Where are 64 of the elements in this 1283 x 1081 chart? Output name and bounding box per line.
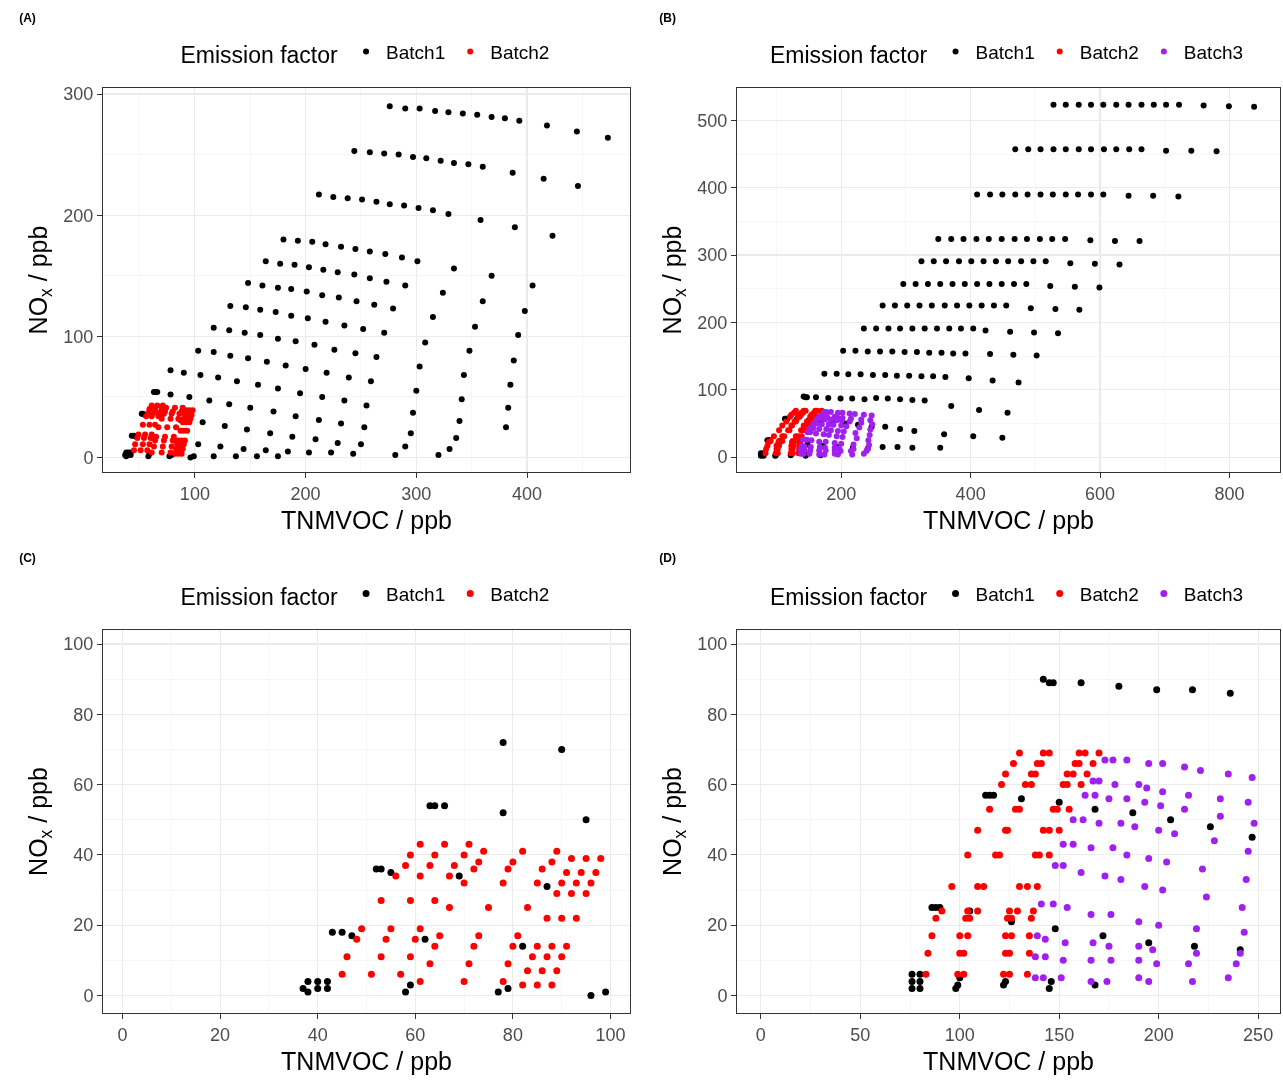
legend-label: Batch1 bbox=[386, 41, 446, 63]
chart-title: (A) bbox=[19, 10, 36, 25]
chart-title: (B) bbox=[659, 10, 676, 25]
x-tick-label: 800 bbox=[1214, 483, 1245, 504]
y-tick-label: 40 bbox=[707, 845, 728, 866]
x-tick-label: 100 bbox=[944, 1024, 975, 1045]
y-tick-label: 400 bbox=[697, 178, 728, 199]
y-tick-label: 200 bbox=[63, 205, 94, 226]
y-tick-label: 80 bbox=[73, 704, 94, 725]
x-tick-label: 0 bbox=[117, 1024, 128, 1045]
y-tick-label: 20 bbox=[73, 915, 94, 936]
legend-title: Emission factor bbox=[180, 583, 339, 610]
y-tick-label: 80 bbox=[707, 704, 728, 725]
x-tick-label: 300 bbox=[401, 483, 432, 504]
legend-label: Batch1 bbox=[386, 583, 446, 605]
x-tick-label: 60 bbox=[405, 1024, 426, 1045]
x-tick-label: 80 bbox=[502, 1024, 523, 1045]
y-tick-label: 60 bbox=[73, 774, 94, 795]
y-tick-label: 60 bbox=[707, 774, 728, 795]
chart-title: (D) bbox=[659, 550, 676, 565]
legend-title: Emission factor bbox=[770, 41, 928, 68]
y-tick-label: 500 bbox=[697, 110, 728, 131]
y-tick-label: 20 bbox=[707, 915, 728, 936]
x-axis-title: TNMVOC / ppb bbox=[281, 505, 452, 534]
x-tick-label: 400 bbox=[955, 483, 986, 504]
legend-title: Emission factor bbox=[180, 41, 339, 68]
legend-label: Batch1 bbox=[975, 41, 1035, 63]
y-tick-label: 0 bbox=[717, 447, 728, 468]
y-tick-label: 100 bbox=[697, 380, 728, 401]
y-tick-label: 40 bbox=[73, 845, 94, 866]
x-tick-label: 400 bbox=[512, 483, 543, 504]
legend-label: Batch2 bbox=[490, 41, 550, 63]
x-tick-label: 600 bbox=[1085, 483, 1116, 504]
x-tick-label: 200 bbox=[826, 483, 857, 504]
x-axis-title: TNMVOC / ppb bbox=[923, 505, 1094, 534]
x-axis-title: TNMVOC / ppb bbox=[281, 1046, 452, 1075]
x-tick-label: 200 bbox=[290, 483, 321, 504]
x-tick-label: 40 bbox=[307, 1024, 328, 1045]
x-tick-label: 100 bbox=[179, 483, 210, 504]
legend-label: Batch2 bbox=[1079, 583, 1139, 605]
y-tick-label: 300 bbox=[63, 84, 94, 105]
legend-title: Emission factor bbox=[770, 583, 928, 610]
legend-label: Batch3 bbox=[1183, 583, 1244, 605]
y-tick-label: 0 bbox=[83, 447, 94, 468]
y-tick-label: 0 bbox=[717, 985, 728, 1006]
x-tick-label: 20 bbox=[210, 1024, 231, 1045]
legend-label: Batch2 bbox=[490, 583, 550, 605]
x-tick-label: 150 bbox=[1044, 1024, 1075, 1045]
legend-label: Batch2 bbox=[1079, 41, 1139, 63]
y-tick-label: 200 bbox=[697, 312, 728, 333]
x-axis-title: TNMVOC / ppb bbox=[923, 1046, 1094, 1075]
legend-label: Batch3 bbox=[1183, 41, 1244, 63]
y-tick-label: 0 bbox=[83, 985, 94, 1006]
x-tick-label: 250 bbox=[1243, 1024, 1274, 1045]
x-tick-label: 50 bbox=[850, 1024, 871, 1045]
y-tick-label: 300 bbox=[697, 245, 728, 266]
chart-title: (C) bbox=[19, 550, 36, 565]
legend-label: Batch1 bbox=[975, 583, 1035, 605]
x-tick-label: 100 bbox=[595, 1024, 626, 1045]
y-tick-label: 100 bbox=[697, 634, 728, 655]
y-tick-label: 100 bbox=[63, 326, 94, 347]
x-tick-label: 0 bbox=[755, 1024, 766, 1045]
y-tick-label: 100 bbox=[63, 634, 94, 655]
x-tick-label: 200 bbox=[1143, 1024, 1174, 1045]
